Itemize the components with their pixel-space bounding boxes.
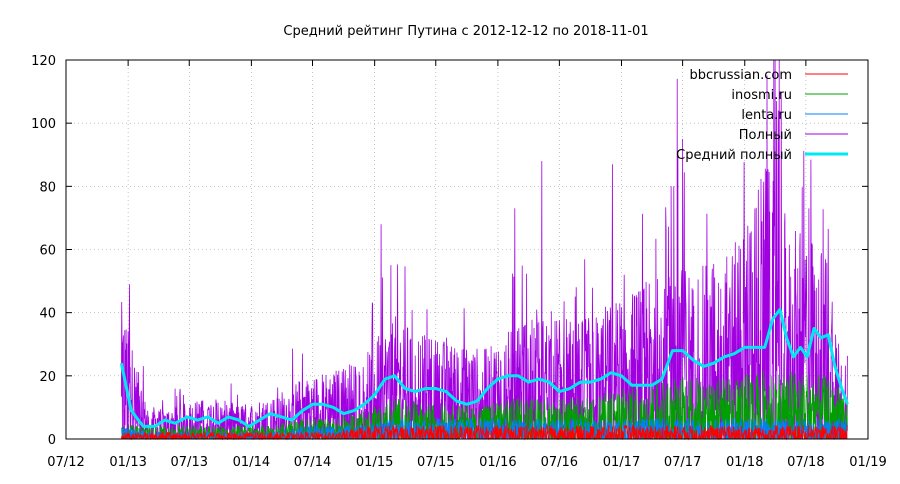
x-tick-label: 07/12 bbox=[47, 455, 84, 470]
x-tick-label: 07/16 bbox=[541, 455, 578, 470]
y-tick-label: 120 bbox=[31, 54, 56, 69]
x-tick-label: 01/16 bbox=[479, 455, 516, 470]
x-tick-label: 01/18 bbox=[726, 455, 763, 470]
x-tick-label: 07/17 bbox=[664, 455, 701, 470]
x-tick-label: 07/18 bbox=[787, 455, 824, 470]
legend-label: inosmi.ru bbox=[731, 88, 792, 103]
x-tick-label: 01/19 bbox=[849, 455, 886, 470]
legend-label: Средний полный bbox=[676, 148, 792, 163]
x-tick-label: 07/14 bbox=[294, 455, 331, 470]
y-tick-label: 40 bbox=[39, 307, 56, 322]
x-tick-label: 01/13 bbox=[109, 455, 146, 470]
plot-border bbox=[65, 59, 869, 440]
y-tick-label: 100 bbox=[31, 117, 56, 132]
x-tick-label: 01/14 bbox=[233, 455, 270, 470]
y-tick-label: 60 bbox=[39, 244, 56, 259]
y-tick-label: 20 bbox=[39, 370, 56, 385]
y-tick-label: 80 bbox=[39, 180, 56, 195]
legend-label: Полный bbox=[739, 128, 792, 143]
y-tick-label: 0 bbox=[48, 433, 56, 448]
x-tick-label: 07/15 bbox=[417, 455, 454, 470]
series-line-0 bbox=[121, 424, 848, 441]
series-line-average bbox=[119, 308, 849, 428]
x-axis-ticks: 07/12 01/13 07/13 01/14 07/14 01/15 07/15 01/16… bbox=[47, 60, 887, 470]
legend-label: lenta.ru bbox=[741, 108, 792, 123]
chart-title: Средний рейтинг Путина с 2012-12-12 по 2… bbox=[283, 24, 648, 39]
x-tick-label: 07/13 bbox=[171, 455, 208, 470]
x-tick-label: 01/17 bbox=[603, 455, 640, 470]
legend: bbcrussian.com inosmi.ru lenta.ru Полный Сре… bbox=[676, 68, 848, 163]
y-axis-ticks: 0 20 40 60 80 100 120 bbox=[31, 54, 868, 448]
x-tick-label: 01/15 bbox=[356, 455, 393, 470]
legend-label: bbcrussian.com bbox=[690, 68, 793, 83]
